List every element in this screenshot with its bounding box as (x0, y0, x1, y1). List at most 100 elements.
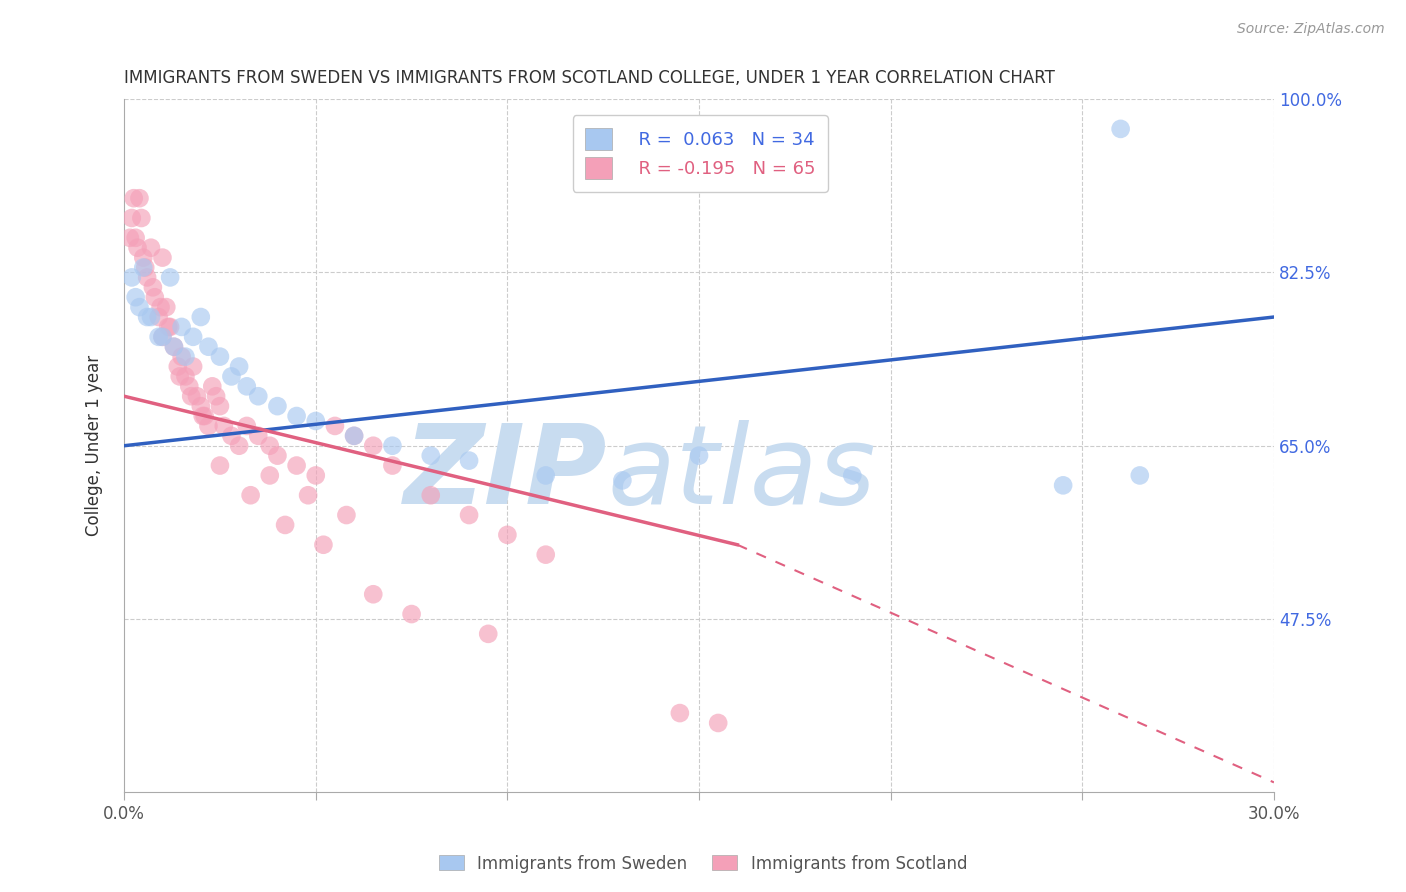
Point (239, 488, 262, 502)
Point (841, 468, 863, 483)
Point (118, 231, 141, 245)
Point (155, 300, 177, 314)
Point (221, 429, 243, 443)
Point (496, 528, 519, 542)
Point (186, 389, 208, 403)
Point (197, 340, 219, 354)
Point (179, 379, 201, 393)
Point (159, 270, 181, 285)
Point (221, 369, 243, 384)
Point (361, 587, 384, 601)
Point (152, 330, 174, 344)
Point (197, 419, 219, 434)
Point (163, 340, 186, 354)
Point (143, 290, 166, 304)
Point (174, 369, 197, 384)
Point (419, 449, 441, 463)
Point (1129, 468, 1152, 483)
Point (148, 330, 170, 344)
Point (180, 389, 202, 403)
Point (208, 350, 231, 364)
Point (534, 548, 557, 562)
Point (121, 270, 143, 285)
Point (477, 627, 499, 641)
Point (163, 340, 186, 354)
Point (669, 706, 692, 720)
Point (136, 310, 159, 324)
Point (707, 716, 730, 731)
Point (458, 453, 481, 467)
Point (170, 320, 193, 334)
Point (201, 379, 224, 393)
Point (139, 241, 162, 255)
Point (266, 399, 288, 413)
Point (259, 439, 281, 453)
Point (152, 330, 174, 344)
Point (205, 389, 228, 403)
Point (159, 320, 181, 334)
Point (247, 389, 270, 403)
Point (534, 468, 557, 483)
Point (208, 399, 231, 413)
Text: atlas: atlas (607, 420, 876, 527)
Point (132, 251, 155, 265)
Point (166, 359, 188, 374)
Point (247, 429, 270, 443)
Point (191, 409, 214, 423)
Point (136, 270, 159, 285)
Text: IMMIGRANTS FROM SWEDEN VS IMMIGRANTS FROM SCOTLAND COLLEGE, UNDER 1 YEAR CORRELA: IMMIGRANTS FROM SWEDEN VS IMMIGRANTS FRO… (124, 69, 1054, 87)
Point (190, 399, 212, 413)
Text: ZIP: ZIP (404, 420, 607, 527)
Point (312, 538, 335, 552)
Legend: Immigrants from Sweden, Immigrants from Scotland: Immigrants from Sweden, Immigrants from … (432, 848, 974, 880)
Point (236, 379, 259, 393)
Point (458, 508, 481, 522)
Point (128, 300, 150, 314)
Point (121, 211, 143, 225)
Point (122, 191, 145, 205)
Legend:   R =  0.063   N = 34,   R = -0.195   N = 65: R = 0.063 N = 34, R = -0.195 N = 65 (572, 115, 828, 192)
Point (381, 458, 404, 473)
Point (157, 320, 180, 334)
Point (190, 310, 212, 324)
Point (194, 409, 217, 423)
Text: Source: ZipAtlas.com: Source: ZipAtlas.com (1237, 22, 1385, 37)
Point (142, 280, 165, 294)
Point (274, 518, 297, 533)
Point (124, 231, 146, 245)
Point (688, 449, 710, 463)
Point (1109, 121, 1132, 136)
Point (236, 419, 259, 434)
Point (139, 310, 162, 324)
Point (149, 300, 172, 314)
Point (181, 359, 204, 374)
Point (285, 409, 308, 423)
Point (323, 419, 346, 434)
Point (285, 458, 308, 473)
Point (124, 290, 146, 304)
Point (208, 458, 231, 473)
Point (335, 508, 357, 522)
Point (127, 241, 149, 255)
Point (170, 350, 193, 364)
Y-axis label: College, Under 1 year: College, Under 1 year (86, 355, 103, 536)
Point (343, 429, 366, 443)
Point (152, 251, 174, 265)
Point (212, 419, 235, 434)
Point (612, 474, 634, 488)
Point (131, 211, 153, 225)
Point (1052, 478, 1074, 492)
Point (228, 359, 250, 374)
Point (169, 369, 191, 384)
Point (132, 260, 155, 275)
Point (181, 330, 204, 344)
Point (297, 488, 319, 502)
Point (266, 449, 288, 463)
Point (305, 468, 328, 483)
Point (134, 260, 156, 275)
Point (419, 488, 441, 502)
Point (401, 607, 423, 621)
Point (343, 429, 366, 443)
Point (361, 439, 384, 453)
Point (259, 468, 281, 483)
